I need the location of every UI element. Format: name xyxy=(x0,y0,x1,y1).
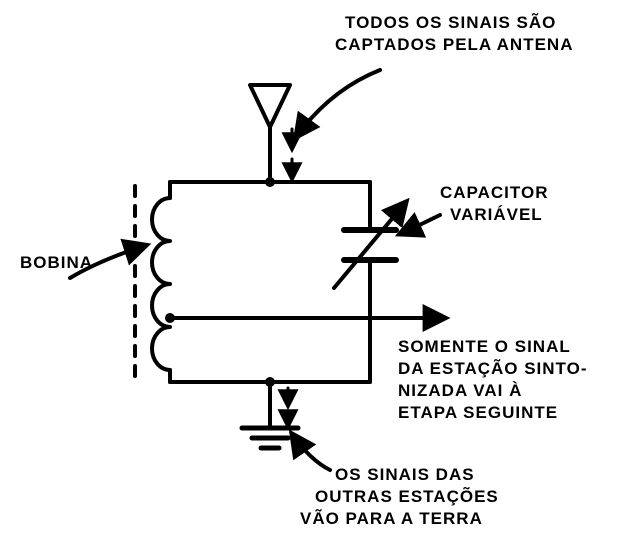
output-label-line1: SOMENTE O SINAL xyxy=(398,337,571,356)
ground-label-line3: VÃO PARA A TERRA xyxy=(300,508,483,528)
antenna-icon xyxy=(250,85,290,127)
callout-capacitor-arrow xyxy=(400,215,440,234)
antenna-label-line2: CAPTADOS PELA ANTENA xyxy=(335,35,574,54)
ground-label-line2: OUTRAS ESTAÇÕES xyxy=(315,486,499,506)
output-label-line4: ETAPA SEGUINTE xyxy=(398,403,558,422)
antenna-label-line1: TODOS OS SINAIS SÃO xyxy=(345,12,556,32)
output-label-line2: DA ESTAÇÃO SINTO- xyxy=(398,358,588,378)
output-label-line3: NIZADA VAI À xyxy=(398,381,522,400)
ground-label-line1: OS SINAIS DAS xyxy=(335,465,475,484)
callout-ground-arrow xyxy=(292,434,330,470)
capacitor-label-line1: CAPACITOR xyxy=(440,183,549,202)
coil-icon xyxy=(152,198,170,370)
capacitor-label-line2: VARIÁVEL xyxy=(450,205,543,224)
callout-antenna-arrow xyxy=(296,70,380,137)
bobina-label: BOBINA xyxy=(20,253,93,272)
circuit-diagram: TODOS OS SINAIS SÃO CAPTADOS PELA ANTENA B… xyxy=(0,0,640,538)
